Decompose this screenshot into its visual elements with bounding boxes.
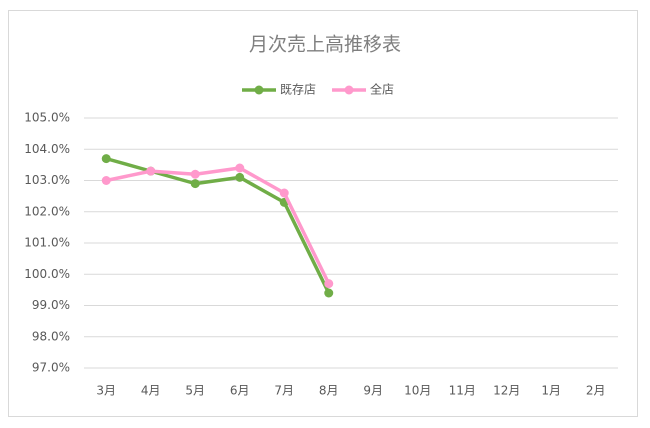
series-line (105, 166, 331, 285)
y-tick-label: 103.0% (24, 173, 70, 187)
data-point (235, 172, 245, 182)
y-tick-label: 99.0% (32, 298, 70, 312)
x-tick-label: 7月 (274, 384, 294, 398)
chart-title: 月次売上高推移表 (249, 34, 401, 56)
y-tick-label: 98.0% (32, 329, 70, 343)
chart-border (8, 10, 638, 417)
series-line (105, 156, 331, 294)
legend-marker (344, 85, 354, 95)
y-tick-label: 97.0% (32, 361, 70, 375)
x-tick-label: 3月 (96, 384, 116, 398)
x-tick-label: 4月 (141, 384, 161, 398)
y-tick-label: 100.0% (24, 267, 70, 281)
x-tick-label: 12月 (493, 384, 520, 398)
y-tick-label: 101.0% (24, 236, 70, 250)
x-tick-label: 11月 (449, 384, 476, 398)
x-tick-label: 9月 (363, 384, 383, 398)
x-tick-label: 1月 (541, 384, 561, 398)
data-point (190, 169, 200, 179)
data-point (190, 179, 200, 189)
data-point (324, 288, 334, 298)
legend-marker (254, 85, 264, 95)
x-tick-label: 6月 (230, 384, 250, 398)
legend-label: 全店 (370, 82, 394, 97)
y-tick-label: 102.0% (24, 204, 70, 218)
x-tick-label: 2月 (586, 384, 606, 398)
data-point (324, 279, 334, 289)
data-point (235, 163, 245, 173)
data-point (101, 176, 111, 185)
y-tick-label: 104.0% (24, 142, 70, 156)
x-tick-label: 8月 (319, 384, 339, 398)
x-tick-label: 10月 (404, 384, 431, 398)
data-point (101, 154, 111, 164)
x-tick-label: 5月 (185, 384, 205, 398)
data-point (279, 188, 289, 198)
data-point (146, 166, 156, 176)
legend-label: 既存店 (280, 83, 316, 97)
y-tick-label: 105.0% (24, 111, 70, 125)
